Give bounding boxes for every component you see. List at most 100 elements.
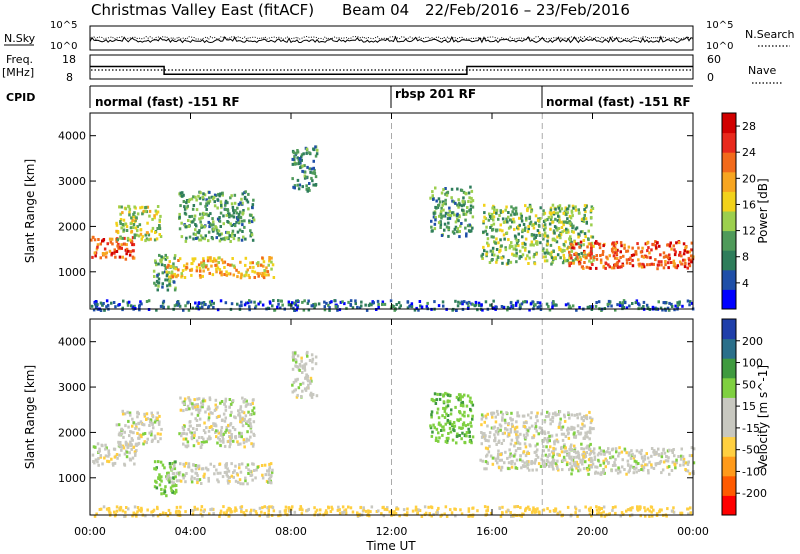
echo-cell xyxy=(633,454,636,458)
echo-cell xyxy=(414,508,418,512)
echo-cell xyxy=(552,229,556,233)
echo-cell xyxy=(507,461,511,465)
echo-cell xyxy=(557,425,561,429)
echo-cell xyxy=(533,461,537,465)
echo-cell xyxy=(243,225,246,229)
echo-cell xyxy=(163,488,166,492)
echo-cell xyxy=(503,431,506,435)
echo-cell xyxy=(528,256,531,260)
echo-cell xyxy=(539,206,542,210)
echo-cell xyxy=(191,512,195,516)
echo-cell xyxy=(267,509,270,512)
echo-cell xyxy=(526,429,530,433)
echo-cell xyxy=(233,428,237,432)
echo-cell xyxy=(271,263,275,267)
echo-cell xyxy=(174,475,177,479)
echo-cell xyxy=(367,512,370,516)
echo-cell xyxy=(262,276,266,280)
echo-cell xyxy=(511,210,514,214)
echo-cell xyxy=(547,431,550,435)
echo-cell xyxy=(101,462,104,466)
echo-cell xyxy=(595,505,598,509)
echo-cell xyxy=(495,237,498,241)
echo-cell xyxy=(536,507,539,511)
echo-cell xyxy=(241,223,244,227)
echo-cell xyxy=(207,476,210,480)
echo-cell xyxy=(589,242,592,246)
echo-cell xyxy=(494,415,497,419)
echo-cell xyxy=(221,418,224,422)
echo-cell xyxy=(166,272,169,276)
echo-cell xyxy=(468,430,471,434)
echo-cell xyxy=(484,460,488,464)
echo-cell xyxy=(170,272,174,276)
echo-cell xyxy=(598,242,601,246)
echo-cell xyxy=(315,152,319,156)
echo-cell xyxy=(524,248,527,252)
echo-cell xyxy=(184,510,187,514)
echo-cell xyxy=(127,419,130,423)
echo-cell xyxy=(508,448,511,452)
echo-cell xyxy=(124,510,127,514)
echo-cell xyxy=(134,422,138,426)
echo-cell xyxy=(543,259,547,263)
echo-cell xyxy=(445,405,448,409)
echo-cell xyxy=(296,178,300,182)
echo-cell xyxy=(166,278,170,282)
echo-cell xyxy=(577,208,580,212)
echo-cell xyxy=(676,304,680,308)
echo-cell xyxy=(570,472,573,476)
echo-cell xyxy=(510,438,514,442)
echo-cell xyxy=(252,398,255,402)
echo-cell xyxy=(447,213,450,217)
echo-cell xyxy=(125,243,128,247)
echo-cell xyxy=(220,205,223,209)
echo-cell xyxy=(195,224,198,228)
echo-cell xyxy=(208,398,212,402)
echo-cell xyxy=(184,437,187,441)
echo-cell xyxy=(551,305,554,309)
echo-cell xyxy=(551,415,554,419)
echo-cell xyxy=(97,457,100,461)
echo-cell xyxy=(496,427,500,430)
echo-cell xyxy=(558,421,562,425)
echo-cell xyxy=(560,445,563,449)
echo-cell xyxy=(145,231,149,235)
echo-cell xyxy=(110,237,114,241)
echo-cell xyxy=(194,417,197,421)
echo-cell xyxy=(461,413,464,417)
colorbar-tick-label: 200 xyxy=(742,335,763,348)
echo-cell xyxy=(224,416,227,420)
echo-cell xyxy=(249,402,252,406)
echo-cell xyxy=(510,454,514,458)
echo-cell xyxy=(460,512,464,516)
echo-cell xyxy=(228,234,231,238)
echo-cell xyxy=(645,452,648,456)
echo-cell xyxy=(193,214,197,218)
echo-cell xyxy=(509,301,513,305)
echo-cell xyxy=(263,505,266,509)
echo-cell xyxy=(602,459,605,463)
echo-cell xyxy=(195,306,198,310)
echo-cell xyxy=(493,439,497,443)
echo-cell xyxy=(239,470,243,474)
echo-cell xyxy=(202,397,205,401)
echo-cell xyxy=(466,394,470,398)
echo-cell xyxy=(154,209,158,213)
echo-cell xyxy=(556,465,559,469)
echo-cell xyxy=(99,455,103,459)
echo-cell xyxy=(683,249,686,253)
echo-cell xyxy=(136,225,139,229)
echo-cell xyxy=(444,440,448,444)
echo-cell xyxy=(312,147,315,151)
echo-cell xyxy=(139,433,143,437)
echo-cell xyxy=(583,424,586,428)
echo-cell xyxy=(300,155,303,159)
y-tick-label: 2000 xyxy=(58,426,86,439)
echo-cell xyxy=(618,304,622,308)
echo-cell xyxy=(588,429,592,432)
echo-cell xyxy=(215,415,219,419)
echo-cell xyxy=(542,440,545,444)
echo-cell xyxy=(500,465,504,469)
echo-cell xyxy=(192,444,196,448)
